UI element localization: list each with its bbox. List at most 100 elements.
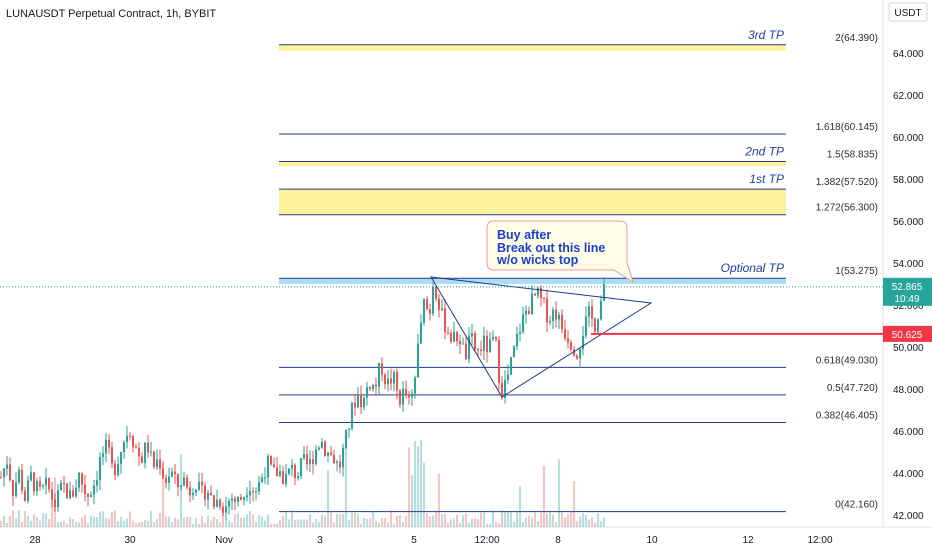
candle-body	[63, 482, 65, 484]
candle-body	[0, 477, 2, 479]
candle-body	[507, 374, 509, 380]
candle-body	[381, 363, 383, 375]
candle-body	[417, 343, 419, 378]
candle-body	[108, 439, 110, 448]
candle-body	[183, 477, 185, 486]
candle-body	[579, 349, 581, 359]
volume-bar	[282, 516, 284, 527]
volume-bar	[213, 517, 215, 527]
candle-body	[411, 393, 413, 398]
volume-bar	[354, 512, 356, 527]
volume-bar	[339, 513, 341, 527]
volume-bar	[249, 510, 251, 527]
volume-bar	[426, 513, 428, 527]
volume-bar	[138, 522, 140, 527]
volume-bar	[312, 522, 314, 527]
volume-bar	[345, 440, 347, 527]
volume-bar	[405, 516, 407, 527]
candle-body	[333, 454, 335, 464]
volume-bar	[543, 466, 545, 527]
candle-body	[546, 298, 548, 323]
candle-body	[141, 456, 143, 463]
candle-body	[81, 472, 83, 485]
volume-bar	[600, 521, 602, 527]
volume-bar	[111, 511, 113, 527]
volume-bar	[198, 523, 200, 527]
volume-bar	[450, 519, 452, 527]
candle-body	[153, 451, 155, 467]
volume-bar	[459, 522, 461, 527]
fib-level-label: 0.618(49.030)	[816, 355, 878, 366]
price-tick-label: 46.000	[893, 427, 924, 438]
candle-body	[258, 482, 260, 492]
candle-body	[198, 481, 200, 490]
candle-body	[324, 441, 326, 456]
candle-body	[582, 335, 584, 350]
fibonacci-layer: 0(42.160) 0.382(46.405) 0.5(47.720) 0.618(4…	[279, 33, 878, 513]
volume-bar	[549, 511, 551, 527]
volume-bar	[318, 521, 320, 527]
currency-button[interactable]	[888, 2, 928, 22]
volume-bar	[303, 519, 305, 527]
fib-level-label: 1.618(60.145)	[816, 122, 878, 133]
candle-body	[129, 435, 131, 437]
volume-bar	[582, 513, 584, 527]
volume-bar	[567, 514, 569, 527]
volume-bar	[594, 523, 596, 527]
volume-bar	[366, 519, 368, 527]
volume-bar	[165, 516, 167, 527]
tp-zone-0	[279, 278, 786, 284]
volume-bar	[423, 462, 425, 527]
volume-bar	[9, 516, 11, 527]
candle-body	[552, 309, 554, 322]
volume-bar	[228, 520, 230, 527]
candle-body	[288, 468, 290, 474]
volume-bar	[588, 519, 590, 527]
volume-bar	[534, 512, 536, 527]
candle-body	[282, 471, 284, 485]
candle-body	[327, 452, 329, 456]
volume-bar	[207, 515, 209, 527]
volume-bar	[78, 522, 80, 527]
candle-body	[30, 472, 32, 481]
candle-body	[234, 498, 236, 502]
price-tick-label: 58.000	[893, 175, 924, 186]
candle-body	[516, 333, 518, 347]
volume-bar	[480, 512, 482, 527]
volume-bar	[495, 521, 497, 527]
volume-bar	[501, 510, 503, 527]
volume-bar	[279, 520, 281, 527]
candle-body	[147, 442, 149, 453]
candle-body	[387, 378, 389, 385]
candle-body	[348, 428, 350, 430]
candle-body	[159, 459, 161, 469]
volume-bar	[414, 441, 416, 527]
candle-body	[534, 293, 536, 296]
volume-bar	[381, 517, 383, 527]
volume-bar	[483, 512, 485, 527]
candle-body	[18, 469, 20, 483]
volume-bar	[555, 522, 557, 527]
volume-bar	[57, 522, 59, 527]
candle-body	[87, 493, 89, 497]
volume-bar	[258, 515, 260, 527]
volume-bar	[528, 515, 530, 527]
candle-body	[513, 346, 515, 358]
volume-bar	[477, 519, 479, 527]
volume-bar	[294, 519, 296, 527]
candle-body	[558, 314, 560, 320]
volume-bar	[432, 515, 434, 527]
annotation-callout[interactable]	[486, 220, 634, 284]
candle-body	[405, 388, 407, 395]
tp-zone-1	[279, 189, 786, 215]
fib-level-label: 1(53.275)	[835, 266, 878, 277]
volume-bar	[270, 523, 272, 527]
candle-body	[297, 476, 299, 479]
volume-bar	[288, 519, 290, 527]
candles-layer	[0, 277, 605, 520]
volume-bar	[456, 514, 458, 527]
candle-body	[48, 477, 50, 490]
volume-bar	[498, 523, 500, 527]
